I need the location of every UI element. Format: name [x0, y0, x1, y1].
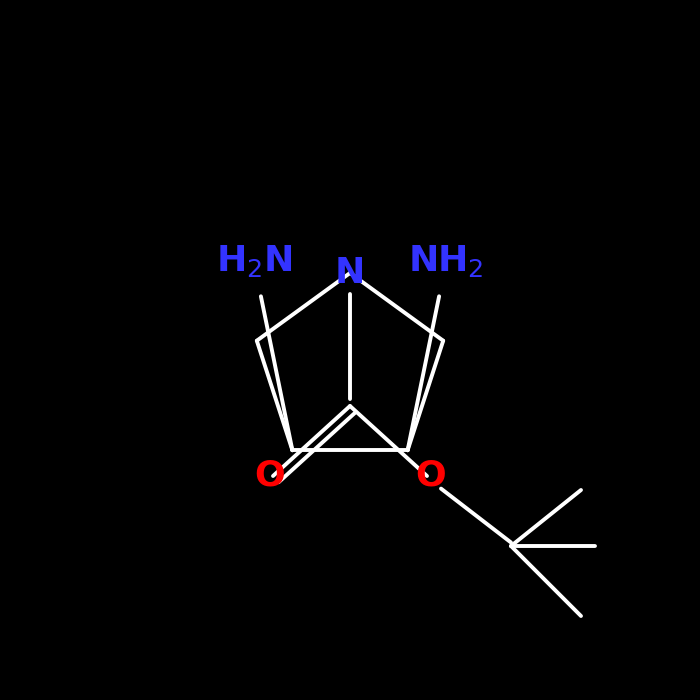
Text: NH$_2$: NH$_2$: [408, 243, 484, 279]
Text: N: N: [335, 256, 365, 290]
Text: H$_2$N: H$_2$N: [216, 243, 292, 279]
Text: O: O: [254, 459, 285, 493]
Text: O: O: [415, 459, 446, 493]
